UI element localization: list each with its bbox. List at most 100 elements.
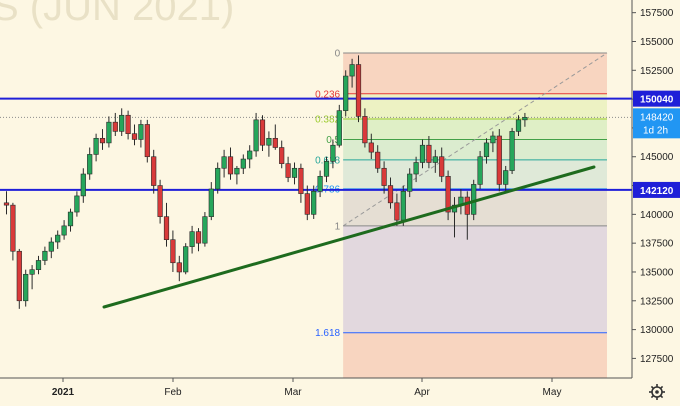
candle <box>23 269 29 307</box>
price-labels: 150040 142120 148420 1d 2h <box>633 90 680 198</box>
candle <box>189 225 195 254</box>
candle-body <box>253 119 259 152</box>
candle-body <box>426 144 432 163</box>
candle <box>375 145 381 173</box>
candle <box>221 149 227 178</box>
candle <box>483 138 490 164</box>
candle <box>247 145 253 169</box>
candle <box>259 115 266 151</box>
candle-body <box>67 211 74 227</box>
candle-body <box>157 185 163 217</box>
candle <box>439 147 445 183</box>
candle-body <box>298 167 304 194</box>
candle-body <box>368 142 374 153</box>
candle <box>503 165 509 192</box>
candle <box>125 110 131 140</box>
candle <box>202 212 208 247</box>
candle-body <box>349 64 355 77</box>
settings-gear-icon[interactable] <box>649 384 665 400</box>
candle <box>253 112 259 157</box>
last-price-tag <box>633 108 680 139</box>
candle-body <box>272 137 278 148</box>
candle-body <box>490 135 496 144</box>
candle-body <box>87 154 93 175</box>
fib-zone-0 <box>343 53 607 94</box>
candle-body <box>317 176 323 192</box>
candle <box>93 133 99 162</box>
candle-body <box>227 156 234 175</box>
candle <box>119 108 125 136</box>
candle <box>48 237 54 259</box>
candle <box>106 116 112 148</box>
candle <box>131 124 138 146</box>
horizontal-levels[interactable] <box>0 97 632 191</box>
level-price-tag-text: 150040 <box>640 95 674 106</box>
candle <box>151 149 157 194</box>
candle <box>215 162 221 194</box>
candle-body <box>439 156 445 177</box>
candle-body <box>74 195 80 213</box>
candles <box>3 55 528 309</box>
candle <box>355 55 362 123</box>
candle <box>10 202 16 261</box>
candle <box>311 185 317 219</box>
candle-body <box>330 144 336 162</box>
level-price-tag <box>633 90 680 107</box>
candle-body <box>509 131 515 171</box>
candle <box>368 133 374 160</box>
candle-body <box>304 193 310 215</box>
x-axis-ticks: 2021 Feb Mar Apr May <box>52 378 562 398</box>
candle-body <box>151 156 157 186</box>
x-tick-label: Apr <box>414 387 430 398</box>
candle <box>112 112 118 136</box>
candle <box>381 161 387 194</box>
fib-level-label: 0.5 <box>326 135 340 146</box>
candle-body <box>125 114 131 134</box>
candle <box>35 255 42 275</box>
x-tick-label: May <box>543 387 562 398</box>
candle <box>490 131 496 153</box>
candle <box>67 208 74 232</box>
candle-body <box>131 133 138 140</box>
candle <box>74 191 80 217</box>
level-price-tag-text: 142120 <box>640 186 674 197</box>
candle <box>477 150 483 189</box>
candle <box>183 243 189 275</box>
candle-body <box>496 135 502 185</box>
candle <box>349 58 355 88</box>
candle-body <box>240 158 246 169</box>
candle <box>304 185 310 221</box>
fib-zone-3 <box>343 139 607 160</box>
candle <box>227 147 234 180</box>
fib-level-label: 1 <box>335 221 341 232</box>
last-price-countdown: 1d 2h <box>643 125 668 136</box>
candle-body <box>291 167 298 178</box>
candle-body <box>202 216 208 244</box>
candle <box>291 162 298 185</box>
candle-body <box>195 231 202 244</box>
candle-body <box>3 202 10 206</box>
fib-zone-bottom <box>343 332 607 378</box>
candle-body <box>247 150 253 160</box>
candle <box>61 220 67 240</box>
candle <box>266 131 272 157</box>
candle-body <box>515 119 522 132</box>
candle <box>279 140 285 169</box>
candle <box>55 230 61 249</box>
candle-body <box>419 144 426 163</box>
candle <box>16 248 22 309</box>
candle-body <box>445 176 451 213</box>
candle-body <box>215 167 221 190</box>
candle-body <box>138 124 144 140</box>
fib-zone-1 <box>343 93 607 120</box>
candle-body <box>55 234 61 243</box>
candle <box>29 265 35 290</box>
candle <box>464 191 470 240</box>
candle-body <box>176 262 182 273</box>
candle-body <box>221 156 227 169</box>
candle-body <box>29 269 35 275</box>
support-trendline[interactable] <box>102 165 596 309</box>
